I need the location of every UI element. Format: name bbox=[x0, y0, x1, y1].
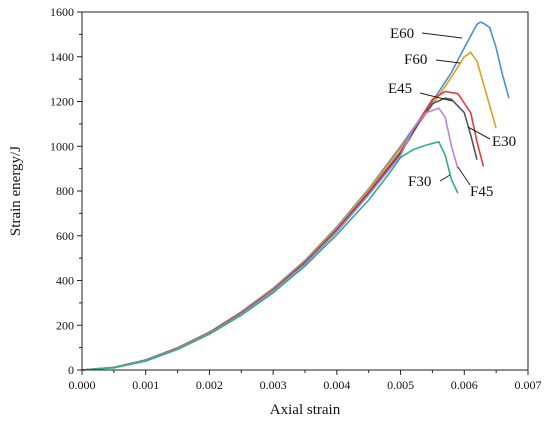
y-tick-label: 0 bbox=[68, 363, 74, 377]
series-line-f30 bbox=[81, 141, 459, 371]
y-tick-label: 1000 bbox=[50, 139, 74, 153]
series-line-e60 bbox=[81, 21, 510, 371]
y-tick-label: 1400 bbox=[50, 50, 74, 64]
series-leader-e30 bbox=[467, 126, 491, 140]
x-tick-label: 0.003 bbox=[260, 378, 287, 392]
series-line-e30 bbox=[81, 97, 478, 371]
plot-area bbox=[81, 21, 510, 371]
x-tick-label: 0.002 bbox=[196, 378, 223, 392]
y-axis-title: Strain energy/J bbox=[8, 146, 24, 236]
series-leader-f60 bbox=[435, 59, 461, 64]
y-tick-label: 200 bbox=[56, 318, 74, 332]
series-leader-e60 bbox=[421, 32, 463, 39]
x-tick-label: 0.005 bbox=[387, 378, 414, 392]
y-tick-label: 1200 bbox=[50, 95, 74, 109]
series-leader-f45 bbox=[457, 166, 471, 186]
series-leader-e45 bbox=[419, 92, 453, 102]
series-label-e30: E30 bbox=[492, 134, 516, 150]
x-axis-title: Axial strain bbox=[270, 402, 341, 418]
series-label-e45: E45 bbox=[388, 81, 412, 97]
series-line-e45 bbox=[81, 90, 485, 371]
x-tick-label: 0.007 bbox=[515, 378, 542, 392]
plot-frame bbox=[81, 11, 529, 371]
y-tick-label: 1600 bbox=[50, 5, 74, 19]
series-leader-f30 bbox=[439, 174, 451, 182]
series-label-e60: E60 bbox=[390, 26, 414, 42]
series-labels: E60 F60 E45 E30 F45 F30 bbox=[388, 26, 516, 200]
series-label-f45: F45 bbox=[470, 184, 493, 200]
series-label-f60: F60 bbox=[404, 52, 427, 68]
series-label-f30: F30 bbox=[408, 174, 431, 190]
x-tick-label: 0.006 bbox=[451, 378, 478, 392]
y-tick-label: 400 bbox=[56, 274, 74, 288]
y-tick-label: 800 bbox=[56, 184, 74, 198]
x-tick-label: 0.000 bbox=[69, 378, 96, 392]
x-tick-label: 0.004 bbox=[323, 378, 350, 392]
y-tick-label: 600 bbox=[56, 229, 74, 243]
axes: 0.000 0.001 0.002 0.003 0.004 0.005 0.006 0.007… bbox=[50, 5, 542, 392]
x-tick-label: 0.001 bbox=[132, 378, 159, 392]
